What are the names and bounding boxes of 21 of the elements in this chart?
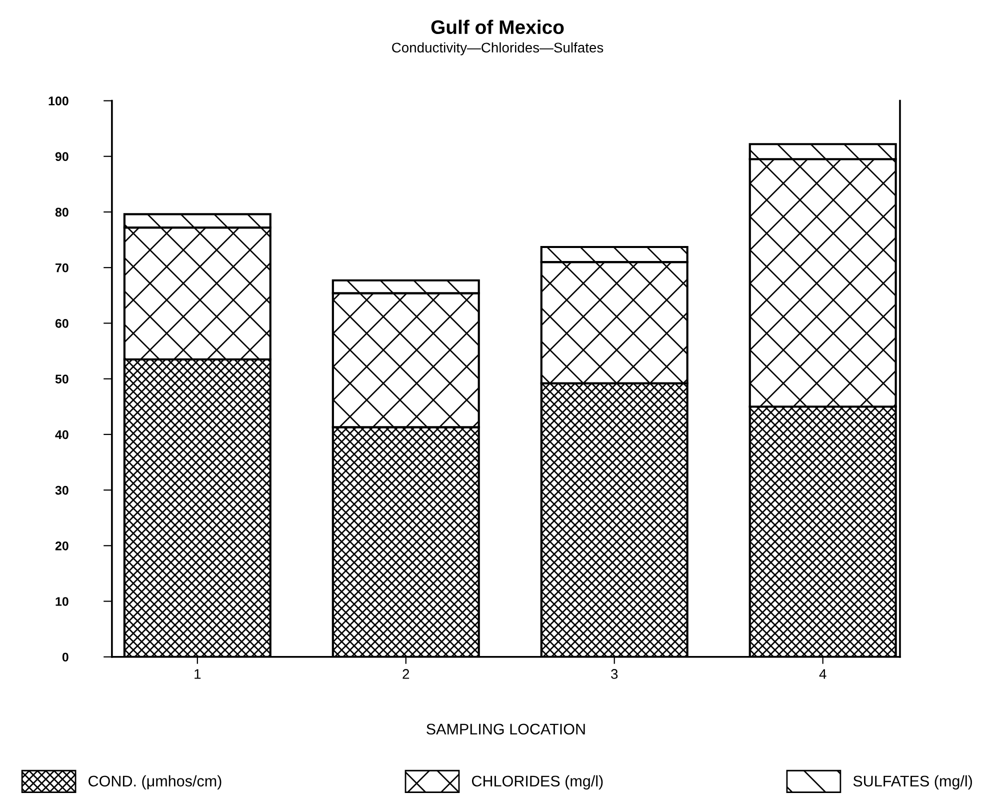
y-tick-label: 10: [56, 597, 68, 606]
y-tick-label: 40: [55, 430, 68, 440]
x-tick-label: 2: [402, 669, 410, 679]
y-tick-label: 50: [55, 374, 68, 384]
legend-label: CHLORIDES (mg/l): [472, 775, 603, 790]
chart-title: Gulf of Mexico: [431, 20, 564, 34]
y-tick-label: 60: [55, 319, 68, 328]
y-tick-label: 20: [55, 541, 68, 550]
chart-subtitle: Conductivity—Chlorides—Sulfates: [392, 42, 604, 56]
x-axis-title: SAMPLING LOCATION: [426, 724, 585, 735]
y-tick-label: 80: [55, 208, 68, 217]
x-tick-label: 3: [611, 669, 618, 679]
y-tick-label: 70: [56, 263, 68, 272]
y-tick-label: 30: [55, 486, 68, 495]
legend-label: SULFATES (mg/l): [853, 775, 972, 790]
y-tick-label: 0: [62, 652, 68, 662]
y-tick-label: 100: [48, 96, 68, 106]
y-tick-label: 90: [55, 152, 68, 162]
x-tick-label: 1: [194, 669, 201, 679]
x-tick-label: 4: [819, 669, 826, 679]
legend-label: COND. (μmhos/cm): [88, 775, 222, 790]
